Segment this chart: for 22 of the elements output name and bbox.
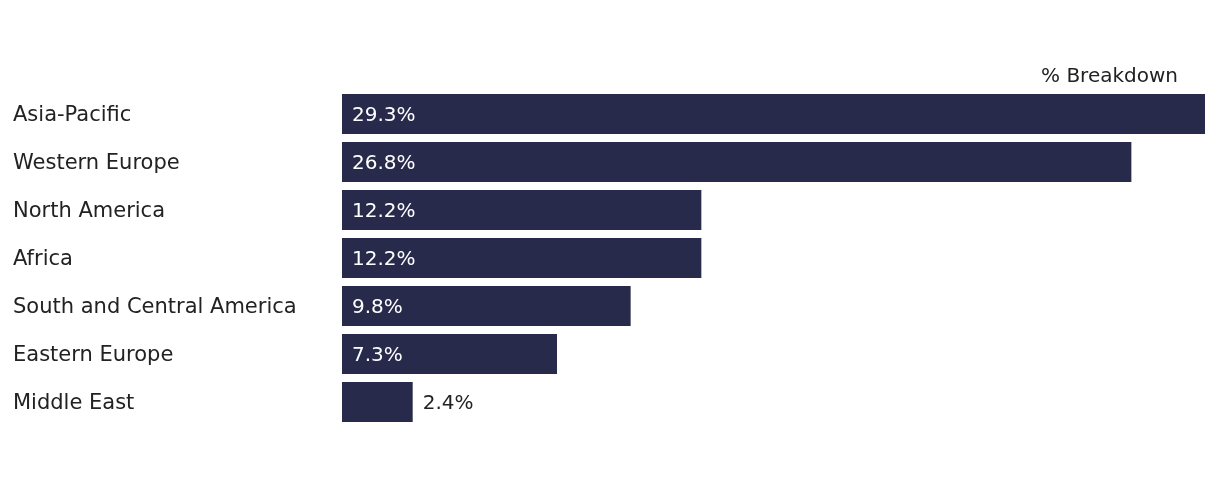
data-label: 7.3% — [352, 342, 403, 366]
data-label: 9.8% — [352, 294, 403, 318]
data-label: 12.2% — [352, 198, 416, 222]
bar — [342, 334, 558, 374]
y-tick-label: South and Central America — [13, 294, 297, 318]
y-tick-label: North America — [13, 198, 166, 222]
bar — [342, 382, 413, 422]
y-tick-label: Western Europe — [13, 150, 180, 174]
bar — [342, 190, 702, 230]
data-label: 12.2% — [352, 246, 416, 270]
data-label: 26.8% — [352, 150, 416, 174]
data-label: 29.3% — [352, 102, 416, 126]
bar — [342, 142, 1132, 182]
y-tick-label: Middle East — [13, 390, 135, 414]
y-tick-label: Asia-Pacific — [13, 102, 132, 126]
data-label: 2.4% — [422, 390, 474, 414]
y-tick-label: Africa — [13, 246, 73, 270]
bar — [342, 94, 1205, 134]
bar — [342, 286, 631, 326]
bar — [342, 238, 702, 278]
chart-title: % Breakdown — [1041, 63, 1179, 87]
y-tick-label: Eastern Europe — [13, 342, 174, 366]
